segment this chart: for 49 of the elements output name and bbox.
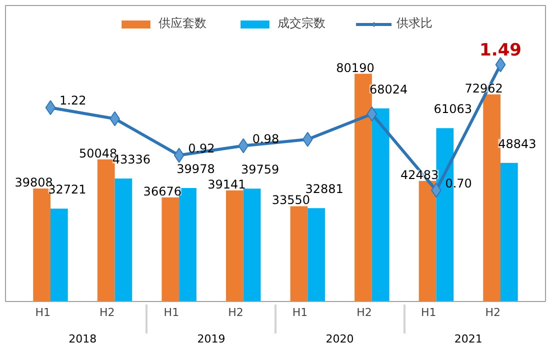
x-tick-label: H1 (292, 306, 308, 319)
data-label: 1.49 (480, 40, 522, 61)
bar (226, 190, 244, 302)
data-label: 36676 (143, 184, 182, 198)
point (45, 100, 56, 116)
data-label: 39978 (176, 162, 215, 176)
bar (308, 208, 325, 302)
x-tick-label: H2 (356, 306, 372, 319)
data-label: 39141 (208, 177, 246, 192)
data-label: 68024 (370, 82, 408, 96)
x-tick-label: H1 (35, 306, 51, 319)
bar (179, 188, 196, 302)
data-label: 48843 (498, 136, 536, 151)
data-label: 80190 (336, 60, 374, 75)
point (366, 106, 378, 122)
data-label: 1.22 (60, 94, 86, 108)
point (238, 138, 249, 154)
legend-label: 供应套数 (158, 15, 206, 32)
data-label: 0.98 (252, 132, 280, 146)
data-label: 39759 (240, 162, 280, 177)
x-tick-label: H2 (228, 306, 244, 319)
bar (114, 178, 132, 302)
text: 2020 (326, 332, 354, 346)
point (174, 148, 184, 163)
bar (290, 206, 308, 302)
legend-label: 供求比 (396, 15, 432, 32)
x-tick-label: H2 (485, 306, 501, 319)
bar (50, 208, 68, 302)
text: 2019 (197, 332, 226, 346)
bar (372, 108, 390, 302)
point (302, 132, 313, 147)
bar (162, 197, 180, 302)
point (495, 57, 506, 72)
bar (33, 188, 50, 302)
data-label: 72962 (464, 81, 503, 96)
data-label: 61063 (434, 102, 472, 116)
bar (243, 188, 261, 302)
text: 2018 (68, 332, 97, 346)
x-tick-label: H2 (100, 306, 115, 319)
x-tick-label: H1 (420, 306, 436, 319)
data-label: 42483 (400, 168, 439, 182)
bar (483, 94, 500, 302)
bar (97, 159, 115, 302)
bar (418, 180, 436, 302)
legend-label: 成交宗数 (278, 15, 326, 32)
x-tick-label: H1 (164, 306, 180, 319)
bar (354, 74, 372, 302)
text: 2021 (454, 332, 482, 346)
bar (500, 162, 518, 302)
